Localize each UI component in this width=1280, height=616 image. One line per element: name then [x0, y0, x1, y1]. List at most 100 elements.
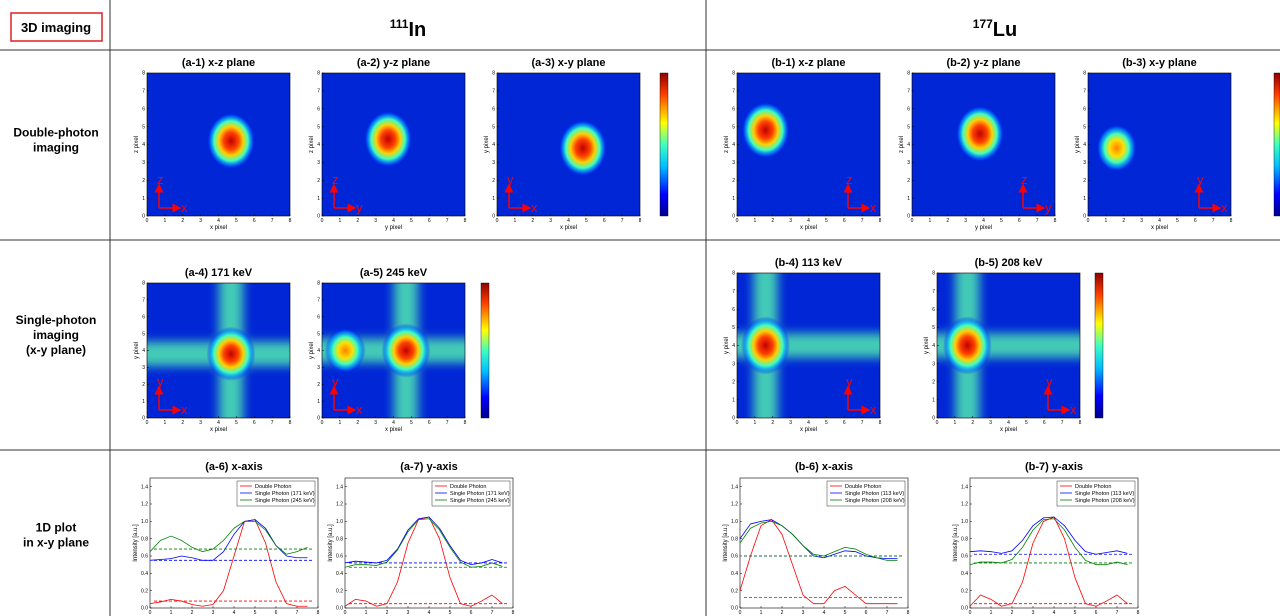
x-tick-label: 6	[1194, 218, 1197, 224]
x-tick-label: 4	[807, 218, 810, 224]
x-tick-label: 0	[736, 420, 739, 426]
x-tick-label: 3	[199, 420, 202, 426]
x-tick-label: 6	[603, 218, 606, 224]
y-tick-label: 1.2	[336, 502, 343, 508]
y-tick-label: 0.8	[731, 536, 738, 542]
y-tick-label: 4	[932, 343, 935, 349]
y-tick-label: 5	[492, 124, 495, 130]
arrow-label: z	[332, 172, 339, 187]
arrow-label: z	[1021, 172, 1028, 187]
x-tick-label: 2	[1011, 610, 1014, 616]
legend-label: Double Photon	[255, 484, 291, 490]
x-tick-label: 0	[146, 218, 149, 224]
y-tick-label: 1.0	[731, 519, 738, 525]
y-axis-label: Intensity [a.u.]	[723, 524, 729, 562]
x-tick-label: 3	[1032, 610, 1035, 616]
y-tick-label: 7	[317, 89, 320, 95]
x-tick-label: 5	[235, 420, 238, 426]
peak	[558, 119, 608, 177]
heatmap	[737, 273, 880, 418]
x-tick-label: 6	[1095, 610, 1098, 616]
x-tick-label: 5	[1000, 218, 1003, 224]
series-line	[149, 519, 308, 561]
colorbar	[480, 282, 490, 419]
x-tick-label: 0	[496, 218, 499, 224]
x-tick-label: 3	[789, 420, 792, 426]
corner-box	[10, 12, 103, 42]
x-tick-label: 0	[146, 420, 149, 426]
arrow-label: y	[846, 374, 853, 389]
series-line	[344, 518, 503, 568]
x-tick-label: 3	[407, 610, 410, 616]
y-tick-label: 8	[142, 71, 145, 77]
x-tick-label: 4	[567, 218, 570, 224]
x-tick-label: 5	[1025, 420, 1028, 426]
y-tick-label: 1.4	[336, 484, 343, 490]
x-tick-label: 4	[428, 610, 431, 616]
x-tick-label: 8	[317, 610, 320, 616]
heatmap	[322, 283, 465, 418]
x-tick-label: 3	[199, 218, 202, 224]
x-tick-label: 8	[1137, 610, 1140, 616]
x-tick-label: 8	[879, 420, 882, 426]
arrow-label: x	[1221, 200, 1228, 215]
arrow-label: x	[531, 200, 538, 215]
peak	[955, 105, 1005, 163]
colorbar	[1094, 272, 1104, 419]
y-tick-label: 0.6	[141, 554, 148, 560]
x-tick-label: 4	[217, 420, 220, 426]
y-tick-label: 6	[317, 106, 320, 112]
y-tick-label: 0.0	[141, 606, 148, 612]
x-tick-label: 8	[464, 218, 467, 224]
heatmap	[737, 73, 880, 216]
arrow-label: z	[846, 172, 853, 187]
x-tick-label: 7	[491, 610, 494, 616]
arrow-label: y	[1046, 374, 1053, 389]
x-tick-label: 6	[253, 420, 256, 426]
y-tick-label: 2	[907, 178, 910, 184]
y-tick-label: 3	[142, 160, 145, 166]
x-tick-label: 0	[344, 610, 347, 616]
y-tick-label: 0	[142, 416, 145, 422]
y-tick-label: 0.8	[141, 536, 148, 542]
legend-box	[826, 480, 906, 507]
y-tick-label: 1.4	[961, 484, 968, 490]
x-tick-label: 2	[971, 420, 974, 426]
series-line	[344, 516, 503, 607]
y-tick-label: 0.0	[961, 606, 968, 612]
x-tick-label: 3	[212, 610, 215, 616]
x-tick-label: 7	[886, 610, 889, 616]
x-tick-label: 2	[946, 218, 949, 224]
y-tick-label: 1.2	[141, 502, 148, 508]
legend-label: Single Photon (171 keV)	[255, 491, 315, 497]
x-tick-label: 4	[392, 420, 395, 426]
arrow-label: x	[1070, 402, 1077, 417]
x-tick-label: 2	[771, 218, 774, 224]
x-tick-label: 7	[1212, 218, 1215, 224]
x-tick-label: 0	[736, 218, 739, 224]
isotope: In	[408, 19, 426, 41]
x-tick-label: 5	[449, 610, 452, 616]
x-tick-label: 1	[513, 218, 516, 224]
y-tick-label: 8	[932, 271, 935, 277]
y-tick-label: 0.6	[731, 554, 738, 560]
y-tick-label: 3	[492, 160, 495, 166]
x-tick-label: 1	[753, 218, 756, 224]
x-tick-label: 6	[428, 218, 431, 224]
y-tick-label: 1.4	[731, 484, 738, 490]
x-tick-label: 5	[825, 420, 828, 426]
series-line	[739, 519, 898, 605]
x-tick-label: 1	[163, 218, 166, 224]
y-tick-label: 6	[732, 106, 735, 112]
y-axis-label: Intensity [a.u.]	[328, 524, 334, 562]
x-tick-label: 8	[639, 218, 642, 224]
row-label: Single-photon	[16, 313, 97, 327]
x-tick-label: 7	[446, 420, 449, 426]
y-tick-label: 8	[317, 281, 320, 287]
y-tick-label: 0.4	[336, 571, 343, 577]
arrow-label: z	[157, 172, 164, 187]
legend-label: Double Photon	[1075, 484, 1111, 490]
x-tick-label: 3	[374, 420, 377, 426]
x-tick-label: 7	[1061, 420, 1064, 426]
series-line	[969, 516, 1128, 555]
